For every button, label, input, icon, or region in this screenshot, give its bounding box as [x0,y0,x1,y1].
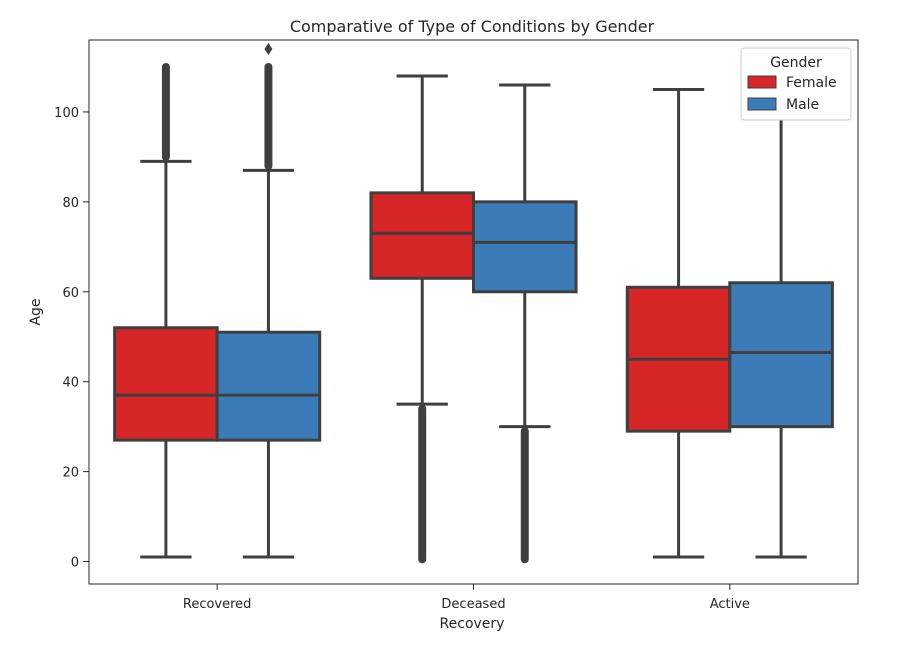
x-tick-label: Deceased [441,597,505,612]
box-male-recovered [215,42,322,559]
y-tick-label: 60 [62,286,79,301]
legend-label: Female [786,75,837,91]
legend-swatch [747,97,777,111]
iqr-box [369,191,476,280]
chart-title: Comparative of Type of Conditions by Gen… [290,17,655,36]
box-male-deceased [472,83,578,564]
legend-item-male: Male [747,97,819,113]
x-tick-label: Recovered [183,597,252,612]
iqr-box [728,281,834,429]
iqr-box [215,330,322,442]
legend-item-female: Female [747,75,837,91]
y-tick-label: 0 [71,556,79,571]
legend-label: Male [786,97,819,113]
box-female-recovered [113,62,219,559]
outlier-point [264,42,273,55]
legend-swatch [747,75,777,89]
box-female-active [625,87,732,559]
iqr-box [113,326,219,442]
box-female-deceased [369,74,476,564]
box-male-active [728,105,834,559]
x-axis: Recovered Deceased Active [183,584,750,612]
y-axis: 0 20 40 60 80 100 [54,106,89,571]
y-tick-label: 80 [62,196,79,211]
box-groups [113,42,834,564]
y-tick-label: 100 [54,106,79,121]
y-tick-label: 40 [62,376,79,391]
iqr-box [472,200,578,294]
legend-title: Gender [770,55,822,71]
x-axis-label: Recovery [440,616,505,632]
y-axis-label: Age [28,298,44,325]
y-tick-label: 20 [62,466,79,481]
x-tick-label: Active [710,597,750,612]
legend: Gender Female Male [740,47,852,121]
